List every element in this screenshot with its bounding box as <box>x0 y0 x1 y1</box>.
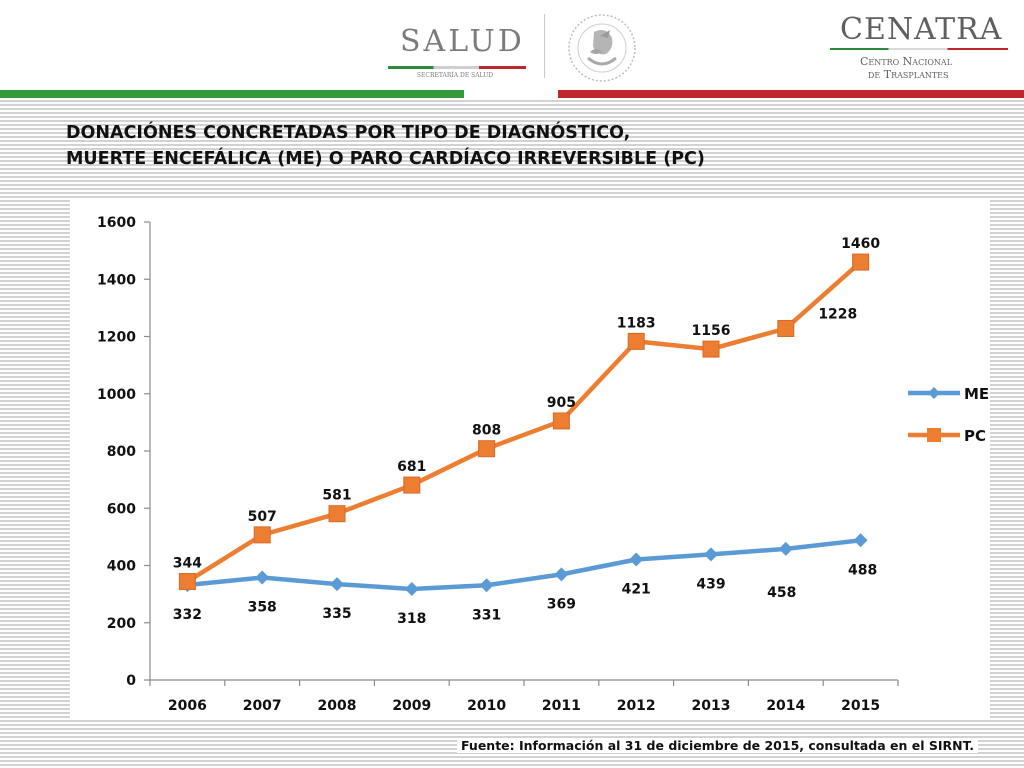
data-point-pc <box>178 573 196 591</box>
cenatra-logo-subtitle-2: de Trasplantes <box>868 68 949 81</box>
data-point-me <box>255 570 270 585</box>
y-tick-label: 1400 <box>97 272 136 288</box>
salud-logo-tricolor-line <box>388 66 526 69</box>
data-label-pc: 1228 <box>818 306 857 322</box>
salud-logo: SALUD SECRETARÍA DE SALUD <box>380 14 530 84</box>
data-point-me <box>629 552 644 567</box>
data-label-me: 335 <box>322 606 351 622</box>
red-accent-bar <box>558 90 1024 98</box>
data-label-pc: 581 <box>322 488 351 504</box>
y-tick-label: 1200 <box>97 330 136 346</box>
data-label-me: 318 <box>397 611 426 627</box>
legend-label-me: ME <box>964 385 989 403</box>
data-point-me <box>704 547 718 562</box>
data-point-pc <box>627 332 645 350</box>
data-point-pc <box>777 319 795 337</box>
data-label-pc: 681 <box>397 459 426 475</box>
x-tick-label: 2010 <box>467 698 506 714</box>
chart-area: 0 200 400 600 800 1000 1200 1400 1600 2006 2007 200… <box>70 200 990 720</box>
y-tick-label: 800 <box>107 444 136 460</box>
data-point-pc <box>552 412 570 430</box>
cenatra-logo: CENATRA Centro Nacional de Trasplantes <box>828 10 1024 90</box>
data-label-me: 439 <box>696 576 725 592</box>
data-label-pc: 905 <box>547 395 576 411</box>
x-tick-label: 2011 <box>542 698 581 714</box>
x-tick-label: 2012 <box>617 698 656 714</box>
data-point-me <box>404 581 419 596</box>
data-label-pc: 507 <box>248 509 277 525</box>
source-note: Fuente: Información al 31 de diciembre d… <box>457 738 978 753</box>
data-point-pc <box>403 476 421 494</box>
x-tick-label: 2014 <box>766 698 805 714</box>
salud-logo-name: SALUD <box>400 24 525 59</box>
data-label-me: 488 <box>848 562 877 578</box>
data-label-pc: 344 <box>173 556 202 572</box>
x-tick-label: 2009 <box>392 698 431 714</box>
green-accent-bar <box>0 90 464 98</box>
header-banner: SALUD SECRETARÍA DE SALUD CENATRA Centro… <box>0 0 1024 90</box>
y-tick-label: 1000 <box>97 387 136 403</box>
line-chart: 0 200 400 600 800 1000 1200 1400 1600 2006 2007 200… <box>97 215 989 714</box>
data-label-me: 332 <box>173 607 202 623</box>
y-tick-label: 0 <box>126 673 136 689</box>
cenatra-logo-name: CENATRA <box>840 12 1003 47</box>
data-label-me: 369 <box>547 596 576 612</box>
data-label-me: 358 <box>248 600 277 616</box>
data-point-pc <box>702 340 720 358</box>
y-tick-label: 200 <box>107 616 136 632</box>
data-point-me <box>853 533 868 548</box>
legend-marker-pc <box>927 428 941 442</box>
data-point-me <box>778 541 793 556</box>
legend-marker-me <box>928 387 940 399</box>
header-divider <box>544 14 545 78</box>
data-point-pc <box>852 253 870 271</box>
data-label-pc: 1156 <box>692 323 731 339</box>
data-point-pc <box>253 526 271 544</box>
data-point-me <box>330 577 344 592</box>
series-line-pc <box>185 259 863 584</box>
data-point-pc <box>478 440 496 458</box>
mexican-coat-of-arms-icon <box>568 14 636 82</box>
page-title: DONACIÓNES CONCRETADAS POR TIPO DE DIAGN… <box>66 120 826 172</box>
x-tick-label: 2007 <box>243 698 282 714</box>
y-tick-label: 1600 <box>97 215 136 231</box>
x-tick-label: 2008 <box>318 698 357 714</box>
data-label-pc: 808 <box>472 423 501 439</box>
data-point-me <box>479 578 494 593</box>
salud-logo-subtitle: SECRETARÍA DE SALUD <box>416 72 494 79</box>
x-tick-label: 2013 <box>692 698 731 714</box>
series-line-me <box>185 538 863 592</box>
data-point-me <box>554 567 569 582</box>
page-title-line-2: MUERTE ENCEFÁLICA (ME) O PARO CARDÍACO I… <box>66 149 705 169</box>
cenatra-logo-subtitle-1: Centro Nacional <box>860 55 953 68</box>
data-label-pc: 1183 <box>617 315 656 331</box>
data-label-me: 421 <box>622 581 651 597</box>
legend-label-pc: PC <box>964 427 986 445</box>
data-label-me: 331 <box>472 607 501 623</box>
data-point-pc <box>328 505 346 523</box>
data-label-me: 458 <box>767 585 796 601</box>
page-title-line-1: DONACIÓNES CONCRETADAS POR TIPO DE DIAGN… <box>66 123 631 143</box>
x-tick-label: 2006 <box>168 698 207 714</box>
cenatra-logo-tricolor-line <box>830 48 1008 50</box>
x-tick-label: 2015 <box>841 698 880 714</box>
data-label-pc: 1460 <box>841 236 880 252</box>
y-tick-label: 600 <box>107 501 136 517</box>
y-tick-label: 400 <box>107 559 136 575</box>
